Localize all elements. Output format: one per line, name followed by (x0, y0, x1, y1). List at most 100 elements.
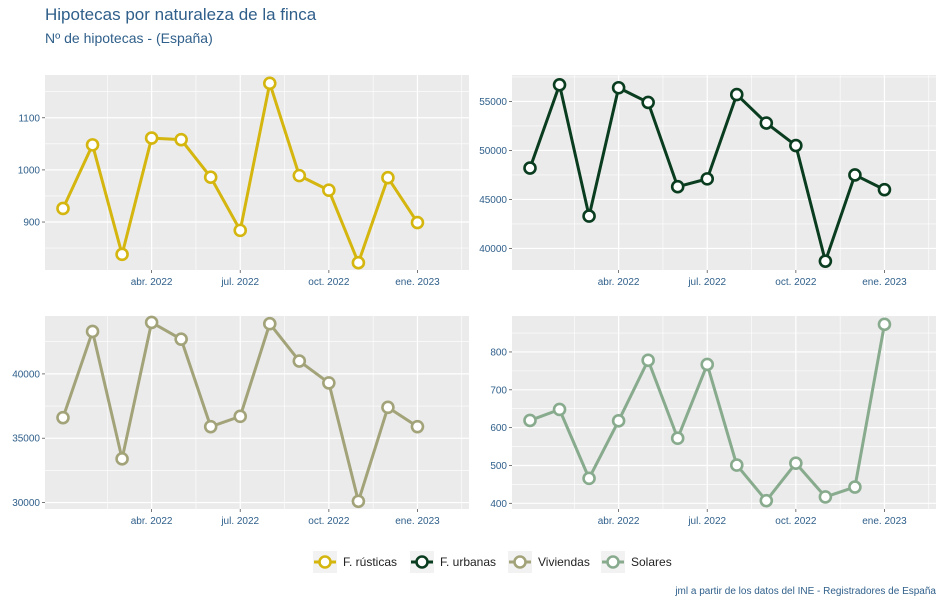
panel-background (512, 316, 936, 509)
data-point (700, 172, 715, 186)
data-point (322, 183, 336, 198)
x-tick-label: jul. 2022 (220, 516, 259, 527)
x-tick-label: ene. 2023 (395, 277, 440, 288)
data-point (381, 400, 395, 415)
data-point (233, 409, 248, 424)
panel-background (45, 75, 469, 270)
source-caption: jml a partir de los datos del INE - Regi… (675, 586, 936, 597)
data-point (759, 493, 774, 508)
y-tick-label: 50000 (479, 146, 507, 157)
x-tick-label: ene. 2023 (862, 277, 907, 288)
legend-key-point (513, 555, 527, 569)
legend-label: Viviendas (538, 555, 590, 569)
x-tick-label: oct. 2022 (775, 516, 817, 527)
data-point (729, 87, 744, 102)
y-tick-label: 55000 (479, 97, 507, 108)
data-point (582, 209, 596, 223)
data-point (552, 77, 567, 92)
legend-label: F. rústicas (343, 555, 397, 569)
data-point (322, 376, 336, 390)
x-tick-label: ene. 2023 (862, 516, 907, 527)
y-tick-label: 900 (23, 218, 40, 229)
y-tick-label: 40000 (12, 369, 40, 380)
y-tick-label: 1000 (18, 165, 41, 176)
data-point (670, 179, 685, 194)
legend-label: F. urbanas (440, 555, 496, 569)
panel-1: 900 1000 1100 abr. 2022 jul. 2022 oct. 2022 en… (18, 75, 469, 288)
x-tick-label: jul. 2022 (687, 277, 726, 288)
x-tick-label: abr. 2022 (598, 277, 640, 288)
data-point (523, 413, 537, 428)
y-tick-label: 35000 (12, 434, 40, 445)
panel-background (45, 316, 469, 509)
x-tick-label: ene. 2023 (395, 516, 440, 527)
x-tick-label: jul. 2022 (220, 277, 259, 288)
data-point (759, 116, 774, 130)
x-tick-label: abr. 2022 (131, 277, 173, 288)
data-point (670, 431, 685, 446)
legend-item: Viviendas (508, 551, 590, 573)
data-point (818, 490, 833, 504)
chart-title: Hipotecas por naturaleza de la finca (45, 5, 317, 24)
data-point (877, 317, 892, 332)
x-tick-label: abr. 2022 (598, 516, 640, 527)
data-point (115, 452, 129, 466)
y-tick-label: 45000 (479, 195, 507, 206)
legend-item: Solares (601, 551, 672, 573)
panel-3: 30000 35000 40000 abr. 2022 jul. 2022 oct. 20… (12, 315, 469, 527)
x-tick-label: oct. 2022 (308, 516, 350, 527)
data-point (174, 132, 188, 147)
data-point (410, 419, 425, 434)
data-point (144, 315, 159, 330)
data-point (789, 138, 803, 153)
data-point (848, 168, 862, 182)
panel-2: 40000 45000 50000 55000 abr. 2022 jul. 2022 oc… (479, 75, 936, 288)
data-point (292, 168, 307, 183)
data-point (203, 170, 218, 184)
data-point (292, 354, 307, 368)
y-tick-label: 600 (490, 423, 507, 434)
data-point (85, 138, 100, 152)
legend-item: F. rústicas (313, 551, 397, 573)
legend: F. rústicas F. urbanas Viviendas Solares (313, 551, 672, 573)
data-point (611, 414, 626, 428)
data-point (144, 131, 159, 145)
data-point (351, 255, 366, 270)
data-point (115, 247, 129, 262)
x-tick-label: abr. 2022 (131, 516, 173, 527)
data-point (233, 223, 248, 238)
x-tick-label: oct. 2022 (775, 277, 817, 288)
data-point (351, 494, 366, 509)
data-point (262, 76, 277, 91)
legend-key-point (318, 555, 332, 569)
y-tick-label: 700 (490, 385, 507, 396)
data-point (410, 215, 425, 230)
data-point (641, 95, 655, 110)
data-point (848, 480, 862, 494)
data-point (877, 182, 892, 197)
data-point (85, 324, 100, 339)
data-point (174, 332, 188, 346)
data-point (641, 353, 655, 368)
data-point (818, 254, 833, 268)
legend-label: Solares (631, 555, 672, 569)
y-tick-label: 800 (490, 347, 507, 358)
legend-key-point (415, 555, 429, 569)
data-point (523, 161, 537, 175)
x-tick-label: jul. 2022 (687, 516, 726, 527)
y-tick-label: 40000 (479, 244, 507, 255)
panel-background (512, 75, 936, 270)
x-tick-label: oct. 2022 (308, 277, 350, 288)
data-point (789, 456, 803, 471)
data-point (56, 201, 70, 216)
data-point (729, 458, 744, 472)
data-point (56, 410, 70, 425)
legend-item: F. urbanas (410, 551, 496, 573)
data-point (262, 316, 277, 331)
y-tick-label: 500 (490, 461, 507, 472)
panel-4: 400 500 600 700 800 abr. 2022 jul. 2022 oct. 20… (490, 316, 936, 527)
y-tick-label: 400 (490, 499, 507, 510)
data-point (203, 419, 218, 434)
data-point (700, 357, 715, 372)
